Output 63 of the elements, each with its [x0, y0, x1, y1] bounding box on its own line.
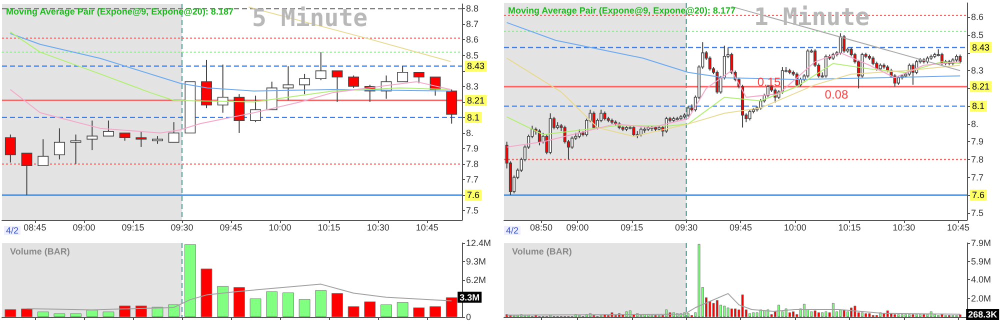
x-tick-label: 09:00 — [566, 222, 589, 232]
y-tick-label: 7.8 — [466, 159, 479, 170]
ref-line-label: 7.6 — [972, 190, 985, 200]
x-tick-label: 09:15 — [620, 222, 644, 232]
y-tick-label: 7.5 — [466, 206, 479, 216]
y-tick-label: 7.9M — [971, 238, 992, 248]
x-tick-label: 09:45 — [220, 222, 242, 232]
y-tick-label: 7.8 — [971, 154, 984, 165]
y-tick-label: 8.3 — [971, 66, 984, 76]
y-tick-label: 8.8 — [466, 4, 479, 14]
text: 4/2 — [6, 226, 19, 236]
x-tick-label: 10:30 — [366, 222, 390, 232]
y-tick-label: 8.7 — [466, 19, 479, 30]
ref-line-label: 8.21 — [467, 95, 485, 106]
y-tick-label: 8.6 — [466, 34, 479, 45]
y-tick-label: 7.7 — [466, 174, 479, 185]
x-tick-label: 09:15 — [122, 222, 144, 232]
y-tick-label: 8. — [971, 118, 979, 129]
y-tick-label: 8.5 — [971, 30, 984, 40]
x-tick-label: 10:00 — [268, 222, 292, 232]
annotation: 0.15 — [757, 75, 782, 90]
y-tick-label: 7.9 — [466, 144, 479, 154]
ref-line-label: 8.1 — [467, 112, 480, 122]
ref-line-label: 7.6 — [467, 190, 480, 200]
y-tick-label: 8.5 — [466, 50, 479, 60]
x-tick-label: 08:50 — [530, 222, 553, 232]
x-tick-label: 09:30 — [675, 222, 698, 232]
y-tick-label: 0 — [466, 312, 472, 322]
chart-subtitle: Moving Average Pair (Expone@9, Expone@20): 8.187 — [6, 6, 234, 16]
y-tick-label: 12.4M — [466, 238, 492, 248]
ref-line-label: 8.43 — [467, 61, 485, 72]
x-tick-label: 10:45 — [947, 222, 970, 232]
x-tick-label: 10:15 — [838, 222, 861, 232]
annotation: 3.3M — [460, 292, 480, 302]
y-tick-label: 6.2M — [466, 275, 486, 285]
annotation: Volume (BAR) — [10, 246, 70, 256]
ref-line-label: 8.1 — [972, 101, 985, 112]
y-tick-label: 7.5 — [971, 208, 984, 218]
y-tick-label: 4.0M — [971, 274, 992, 285]
x-tick-label: 09:00 — [72, 222, 96, 232]
chart-subtitle: Moving Average Pair (Expone@9, Expone@20): 8.177 — [508, 6, 736, 16]
y-tick-label: 2.0M — [971, 293, 992, 304]
y-tick-label: 8.6 — [971, 12, 984, 22]
y-tick-label: 8.3 — [466, 81, 479, 92]
x-tick-label: 10:15 — [318, 222, 340, 232]
x-tick-label: 09:45 — [729, 222, 752, 232]
x-tick-label: 10:45 — [416, 222, 438, 232]
ref-line-label: 8.21 — [972, 82, 990, 92]
chart-title: 5 Minute — [252, 4, 368, 32]
annotation: 0.08 — [824, 88, 848, 102]
annotation: 268.3K — [968, 309, 998, 320]
y-tick-label: 9.3M — [466, 256, 486, 266]
text: 4/2 — [506, 226, 519, 236]
annotation: Volume (BAR) — [512, 246, 572, 256]
x-tick-label: 10:00 — [784, 222, 806, 232]
y-tick-label: 7.9 — [971, 136, 984, 147]
y-tick-label: 8. — [466, 128, 474, 138]
x-tick-label: 08:45 — [24, 222, 46, 232]
x-tick-label: 09:30 — [170, 222, 194, 232]
x-tick-label: 10:30 — [892, 222, 916, 232]
y-tick-label: 5.9M — [971, 256, 992, 267]
y-tick-label: 7.7 — [971, 172, 984, 182]
ref-line-label: 8.43 — [972, 42, 990, 52]
